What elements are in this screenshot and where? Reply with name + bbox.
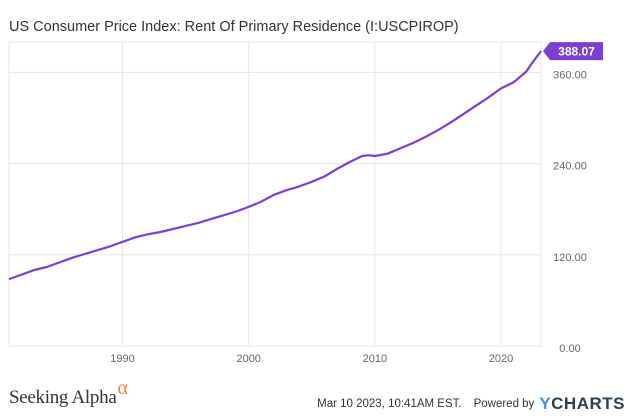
last-value-marker	[543, 42, 603, 61]
ycharts-logo[interactable]: YCHARTS	[539, 394, 625, 413]
series-line	[8, 50, 542, 281]
y-tick-label: 240.00	[553, 161, 587, 173]
provider-name: CHARTS	[551, 394, 625, 413]
last-value-badge: 388.07	[543, 42, 603, 61]
x-tick-label: 1990	[110, 353, 134, 365]
brand-name: Seeking Alpha	[9, 387, 117, 408]
x-tick-label: 2020	[489, 353, 513, 365]
timestamp: Mar 10 2023, 10:41AM EST.	[317, 398, 462, 410]
y-tick-label: 120.00	[553, 252, 587, 264]
chart-title: US Consumer Price Index: Rent Of Primary…	[9, 19, 459, 35]
chart-axes: 0.00 120.00 240.00 360.00 1990 2000 2010 2020	[110, 69, 587, 365]
x-tick-label: 2000	[236, 353, 260, 365]
y-tick-label: 360.00	[553, 69, 587, 81]
y-tick-label: 0.00	[559, 343, 580, 355]
x-tick-label: 2010	[363, 353, 387, 365]
powered-by-label: Powered by	[473, 398, 535, 410]
chart-footer: Mar 10 2023, 10:41AM EST. Powered by YCH…	[317, 394, 625, 414]
seeking-alpha-logo[interactable]: Seeking Alphaα	[9, 377, 128, 409]
chart-grid	[8, 41, 542, 347]
alpha-icon: α	[117, 377, 128, 399]
plot-border	[8, 41, 542, 347]
last-value-label: 388.07	[558, 45, 595, 59]
chart-series	[8, 50, 542, 281]
